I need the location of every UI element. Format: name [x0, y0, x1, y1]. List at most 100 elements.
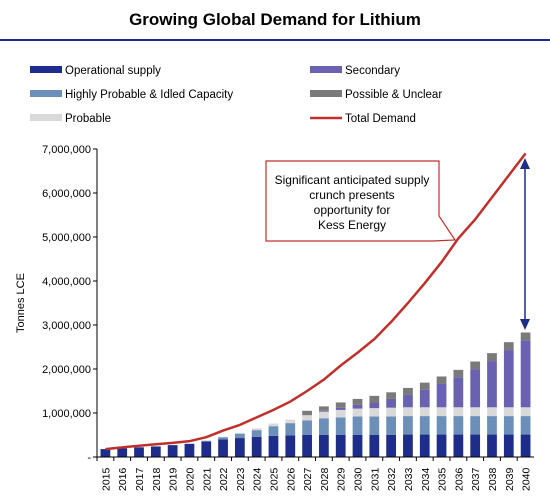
- bar-possible-unclear-2039: [503, 342, 514, 351]
- x-tick-label: 2032: [386, 467, 398, 491]
- bar-operational-supply-2019: [167, 445, 178, 457]
- bar-operational-supply-2017: [134, 447, 144, 457]
- x-tick-label: 2023: [235, 467, 247, 491]
- x-tick-label: 2024: [252, 467, 264, 491]
- bar-secondary-2038: [487, 361, 497, 408]
- x-tick-label: 2015: [100, 467, 112, 491]
- x-tick-label: 2034: [420, 467, 432, 491]
- chart-title: Growing Global Demand for Lithium: [129, 10, 421, 29]
- y-tick-label: -: [87, 452, 91, 464]
- x-tick-label: 2040: [521, 467, 533, 491]
- x-tick-label: 2016: [117, 467, 129, 491]
- bar-probable-2024: [251, 428, 262, 431]
- bar-probable-2035: [436, 407, 447, 417]
- bar-operational-supply-2020: [184, 443, 195, 457]
- legend: Operational supply Highly Probable & Idle…: [30, 65, 442, 125]
- legend-swatch: [30, 90, 62, 97]
- x-tick-label: 2022: [218, 467, 230, 491]
- bar-secondary-2031: [369, 402, 380, 409]
- bar-operational-supply-2038: [487, 434, 497, 457]
- bar-operational-supply-2018: [150, 446, 161, 457]
- bar-probable-2034: [419, 407, 430, 417]
- legend-label: Highly Probable & Idled Capacity: [65, 89, 233, 101]
- legend-item-secondary: Secondary: [310, 65, 400, 77]
- legend-item-total-demand: Total Demand: [310, 113, 416, 125]
- x-tick-label: 2029: [336, 467, 348, 491]
- bar-highly-probable-idled-capacity-2036: [453, 416, 464, 435]
- bar-operational-supply-2031: [369, 435, 380, 457]
- bar-operational-supply-2023: [234, 438, 245, 457]
- bar-possible-unclear-2028: [319, 406, 329, 411]
- y-tick-label: 4,000,000: [42, 276, 91, 288]
- bar-highly-probable-idled-capacity-2029: [335, 417, 346, 435]
- bar-probable-2038: [487, 407, 497, 417]
- bar-probable-2039: [503, 407, 514, 417]
- bar-operational-supply-2021: [201, 441, 212, 457]
- bar-secondary-2030: [352, 404, 363, 409]
- x-tick-label: 2020: [184, 467, 196, 491]
- bar-probable-2036: [453, 407, 464, 417]
- bar-possible-unclear-2030: [352, 398, 363, 405]
- bar-possible-unclear-2037: [470, 361, 481, 370]
- y-tick-label: 1,000,000: [42, 408, 91, 420]
- bar-secondary-2037: [470, 369, 481, 408]
- bar-highly-probable-idled-capacity-2038: [487, 416, 497, 435]
- bar-highly-probable-idled-capacity-2035: [436, 416, 447, 435]
- bar-probable-2032: [386, 407, 397, 417]
- bar-possible-unclear-2035: [436, 376, 447, 384]
- bar-possible-unclear-2036: [453, 369, 464, 378]
- x-tick-label: 2025: [268, 467, 280, 491]
- legend-item-highly-probable-idled-capacity: Highly Probable & Idled Capacity: [30, 89, 233, 101]
- bar-operational-supply-2030: [352, 435, 363, 457]
- bar-operational-supply-2027: [302, 435, 312, 457]
- bar-probable-2023: [234, 432, 245, 434]
- bar-highly-probable-idled-capacity-2030: [352, 416, 363, 435]
- bar-operational-supply-2028: [319, 435, 329, 457]
- bar-probable-2033: [403, 407, 413, 417]
- bar-possible-unclear-2032: [386, 392, 397, 399]
- bar-highly-probable-idled-capacity-2031: [369, 416, 380, 435]
- bars: [100, 332, 531, 457]
- y-tick-label: 7,000,000: [42, 144, 91, 156]
- bar-probable-2028: [319, 411, 329, 419]
- bar-highly-probable-idled-capacity-2033: [403, 416, 413, 435]
- x-tick-label: 2030: [353, 467, 365, 491]
- bar-highly-probable-idled-capacity-2023: [234, 433, 245, 439]
- bar-possible-unclear-2027: [302, 410, 312, 416]
- bar-highly-probable-idled-capacity-2025: [268, 426, 279, 436]
- bar-probable-2029: [335, 409, 346, 418]
- legend-label: Total Demand: [345, 113, 416, 125]
- bar-probable-2031: [369, 408, 380, 417]
- legend-label: Secondary: [345, 65, 400, 77]
- bar-highly-probable-idled-capacity-2032: [386, 416, 397, 435]
- bar-operational-supply-2029: [335, 435, 346, 457]
- x-tick-label: 2038: [487, 467, 499, 491]
- x-tick-label: 2037: [470, 467, 482, 491]
- legend-swatch: [310, 90, 342, 97]
- bar-highly-probable-idled-capacity-2022: [218, 437, 228, 440]
- bar-highly-probable-idled-capacity-2040: [520, 416, 531, 435]
- legend-item-probable: Probable: [30, 113, 111, 125]
- bar-secondary-2029: [335, 407, 346, 410]
- bar-operational-supply-2037: [470, 434, 481, 457]
- bar-operational-supply-2040: [520, 434, 531, 457]
- bar-operational-supply-2034: [419, 434, 430, 457]
- bar-secondary-2035: [436, 383, 447, 408]
- bar-probable-2040: [520, 407, 531, 417]
- bar-highly-probable-idled-capacity-2034: [419, 416, 430, 435]
- x-tick-label: 2017: [134, 467, 146, 491]
- bar-probable-2037: [470, 407, 481, 417]
- bar-highly-probable-idled-capacity-2028: [319, 418, 329, 435]
- bar-probable-2030: [352, 408, 363, 417]
- bar-operational-supply-2032: [386, 435, 397, 457]
- bar-highly-probable-idled-capacity-2026: [285, 423, 296, 436]
- x-tick-label: 2027: [302, 467, 314, 491]
- y-axis: - 1,000,000 2,000,000 3,000,000 4,000,000 5,0…: [42, 144, 98, 464]
- callout-box: [265, 160, 457, 242]
- bar-operational-supply-2035: [436, 434, 447, 457]
- legend-label: Probable: [65, 113, 111, 125]
- legend-item-possible-unclear: Possible & Unclear: [310, 89, 442, 101]
- bar-highly-probable-idled-capacity-2037: [470, 416, 481, 435]
- bar-probable-2025: [268, 423, 279, 427]
